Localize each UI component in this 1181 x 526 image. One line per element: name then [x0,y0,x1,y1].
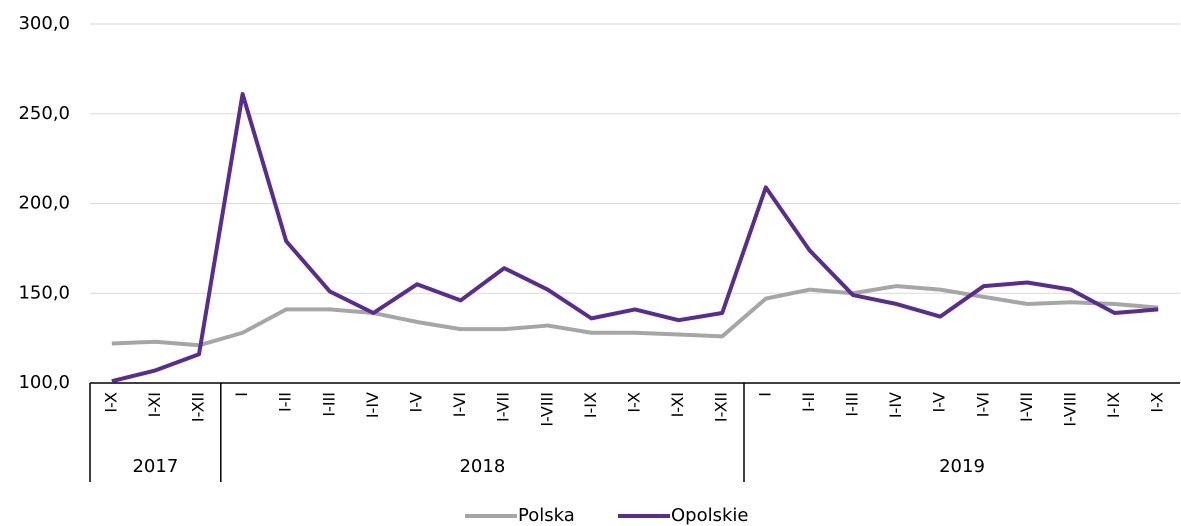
x-tick-label: I-VII [1017,392,1036,422]
x-tick-label: I-IX [1104,392,1123,418]
x-tick-label: I-VII [494,392,513,422]
x-tick-label: I-IX [581,392,600,418]
group-label: 2018 [459,456,505,477]
group-label: 2019 [939,456,985,477]
y-tick-label: 100,0 [18,372,70,393]
x-tick-label: I-IV [886,392,905,418]
x-tick-label: I [755,392,774,397]
x-tick-label: I-III [319,392,338,417]
legend-label: Opolskie [671,505,748,526]
y-tick-label: 200,0 [18,193,70,214]
y-tick-label: 250,0 [18,103,70,124]
x-tick-label: I-V [930,392,949,413]
x-tick-label: I-II [799,392,818,412]
x-tick-label: I-IV [363,392,382,418]
series-line [111,92,1159,384]
x-tick-label: I-X [625,392,644,413]
series-line [111,284,1159,348]
x-tick-label: I-VI [450,392,469,417]
x-tick-label: I-VI [973,392,992,417]
y-tick-label: 300,0 [18,13,70,34]
x-tick-label: I-X [1148,392,1167,413]
x-tick-label: I-XII [189,392,208,422]
x-tick-label: I-XII [712,392,731,422]
x-tick-label: I-III [843,392,862,417]
x-tick-label: I-II [276,392,295,412]
x-tick-label: I-X [101,392,120,413]
legend-label: Polska [518,505,575,526]
x-tick-label: I-VIII [537,392,556,427]
group-label: 2017 [132,456,178,477]
y-tick-label: 150,0 [18,282,70,303]
x-tick-label: I-XI [668,392,687,417]
x-tick-label: I-V [407,392,426,413]
x-tick-label: I-VIII [1061,392,1080,427]
x-tick-label: I [232,392,251,397]
x-tick-label: I-XI [145,392,164,417]
